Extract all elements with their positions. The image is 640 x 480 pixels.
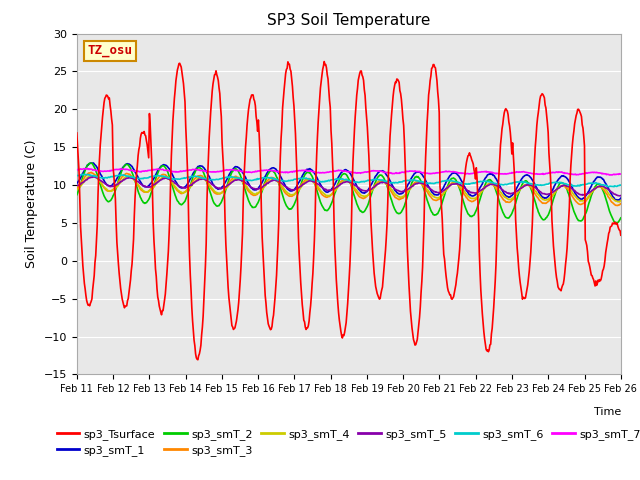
sp3_smT_7: [140, 168, 147, 174]
Line: sp3_smT_4: sp3_smT_4: [77, 176, 621, 202]
sp3_smT_1: [83, 164, 90, 170]
sp3_smT_2: [73, 192, 81, 198]
sp3_smT_2: [612, 220, 620, 226]
sp3_smT_4: [73, 187, 81, 192]
sp3_smT_7: [83, 166, 90, 171]
sp3_smT_1: [416, 169, 424, 175]
sp3_smT_6: [431, 180, 439, 186]
sp3_Tsurface: [617, 232, 625, 238]
sp3_smT_3: [87, 169, 95, 175]
sp3_smT_7: [84, 166, 92, 172]
sp3_smT_3: [416, 179, 424, 185]
sp3_smT_7: [605, 172, 613, 178]
sp3_Tsurface: [417, 304, 424, 310]
sp3_smT_6: [140, 176, 147, 181]
Y-axis label: Soil Temperature (C): Soil Temperature (C): [25, 140, 38, 268]
sp3_Tsurface: [321, 59, 328, 64]
sp3_smT_5: [617, 192, 625, 198]
sp3_smT_1: [90, 160, 97, 166]
sp3_smT_6: [73, 173, 81, 179]
Line: sp3_smT_3: sp3_smT_3: [77, 172, 621, 205]
sp3_smT_2: [195, 165, 202, 170]
sp3_smT_4: [431, 194, 439, 200]
sp3_smT_2: [83, 164, 90, 169]
Line: sp3_smT_6: sp3_smT_6: [77, 174, 621, 187]
sp3_smT_3: [431, 197, 439, 203]
Title: SP3 Soil Temperature: SP3 Soil Temperature: [267, 13, 431, 28]
sp3_smT_5: [416, 180, 424, 186]
sp3_smT_3: [614, 203, 621, 208]
sp3_smT_2: [140, 200, 147, 205]
sp3_smT_5: [431, 190, 439, 195]
Line: sp3_Tsurface: sp3_Tsurface: [77, 61, 621, 360]
sp3_smT_2: [223, 182, 231, 188]
sp3_smT_6: [84, 172, 92, 178]
sp3_smT_6: [81, 171, 89, 177]
Line: sp3_smT_2: sp3_smT_2: [77, 163, 621, 223]
sp3_smT_4: [416, 180, 424, 185]
sp3_smT_3: [73, 186, 81, 192]
sp3_smT_7: [223, 167, 231, 173]
sp3_smT_5: [140, 183, 147, 189]
sp3_Tsurface: [195, 353, 202, 359]
sp3_smT_1: [613, 197, 621, 203]
sp3_smT_3: [223, 182, 231, 188]
sp3_smT_6: [195, 174, 202, 180]
sp3_smT_2: [617, 215, 625, 221]
sp3_smT_5: [616, 193, 624, 199]
Legend: sp3_Tsurface, sp3_smT_1, sp3_smT_2, sp3_smT_3, sp3_smT_4, sp3_smT_5, sp3_smT_6, : sp3_Tsurface, sp3_smT_1, sp3_smT_2, sp3_…: [52, 424, 640, 460]
sp3_smT_5: [73, 183, 81, 189]
sp3_smT_3: [195, 173, 202, 179]
sp3_smT_4: [140, 188, 147, 193]
sp3_smT_5: [223, 182, 231, 188]
sp3_Tsurface: [433, 71, 440, 77]
sp3_smT_7: [431, 170, 439, 176]
sp3_smT_2: [431, 212, 439, 218]
sp3_smT_7: [617, 171, 625, 177]
Text: TZ_osu: TZ_osu: [88, 44, 132, 58]
sp3_smT_6: [605, 184, 612, 190]
sp3_smT_3: [83, 172, 90, 178]
Line: sp3_smT_7: sp3_smT_7: [77, 168, 621, 175]
sp3_smT_4: [83, 176, 90, 181]
sp3_smT_5: [195, 177, 202, 182]
sp3_smT_3: [140, 189, 147, 194]
sp3_smT_4: [195, 175, 202, 181]
sp3_smT_6: [617, 182, 625, 188]
sp3_smT_1: [223, 176, 231, 181]
sp3_smT_1: [617, 195, 625, 201]
sp3_smT_4: [223, 184, 231, 190]
sp3_smT_2: [88, 160, 96, 166]
sp3_smT_7: [73, 167, 81, 173]
sp3_Tsurface: [73, 130, 81, 136]
sp3_smT_3: [617, 201, 625, 206]
Line: sp3_smT_5: sp3_smT_5: [77, 177, 621, 196]
sp3_smT_1: [73, 180, 81, 186]
sp3_smT_4: [616, 199, 623, 205]
sp3_smT_4: [89, 173, 97, 179]
Line: sp3_smT_1: sp3_smT_1: [77, 163, 621, 200]
sp3_Tsurface: [83, 298, 90, 303]
sp3_smT_1: [431, 192, 439, 198]
sp3_smT_6: [223, 174, 231, 180]
sp3_smT_4: [617, 198, 625, 204]
sp3_smT_5: [83, 177, 90, 183]
sp3_Tsurface: [223, 271, 231, 276]
sp3_smT_6: [416, 179, 424, 184]
sp3_Tsurface: [194, 357, 202, 363]
sp3_smT_7: [416, 168, 424, 174]
Text: Time: Time: [593, 407, 621, 417]
sp3_smT_1: [195, 164, 202, 169]
sp3_smT_1: [140, 183, 147, 189]
sp3_smT_5: [89, 174, 97, 180]
sp3_smT_7: [195, 167, 202, 173]
sp3_Tsurface: [139, 130, 147, 135]
sp3_smT_2: [416, 176, 424, 181]
